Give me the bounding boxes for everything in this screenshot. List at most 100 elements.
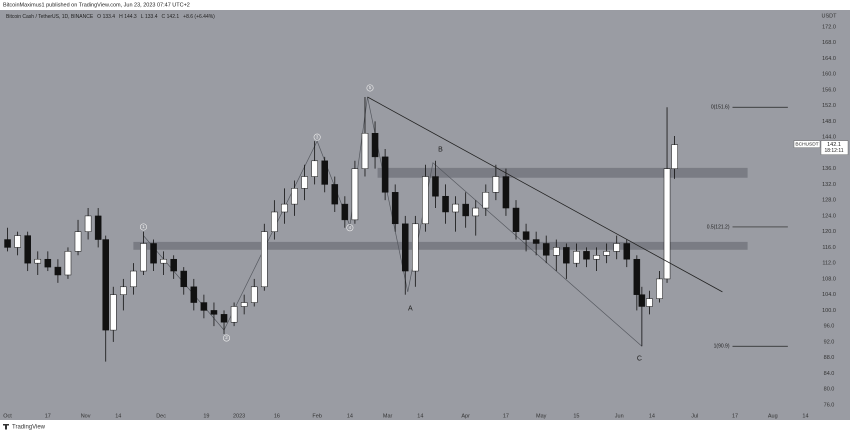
candle-body: [24, 235, 31, 264]
wave-label: 5: [369, 85, 372, 90]
ticker-box: [793, 140, 821, 148]
x-tick-label: May: [536, 413, 547, 419]
wave-label: 1: [142, 224, 145, 229]
candle-body: [14, 235, 21, 248]
y-tick-label: 160.0: [822, 72, 836, 78]
candle-body: [603, 251, 610, 256]
x-tick-label: 14: [802, 413, 808, 419]
y-tick-label: 152.0: [822, 103, 836, 109]
x-tick-label: Mar: [383, 413, 393, 419]
candle-body: [563, 247, 570, 264]
candle-body: [583, 251, 590, 260]
y-tick-label: 92.0: [824, 339, 835, 345]
wave-circle: [223, 334, 231, 342]
candle-body: [381, 156, 389, 193]
y-tick-label: 172.0: [822, 24, 836, 30]
y-tick-label: 128.0: [822, 198, 836, 204]
legend-value: 133.4: [103, 14, 116, 20]
candle-body: [432, 176, 439, 197]
candle-body: [361, 132, 369, 169]
candle-body: [671, 144, 678, 169]
x-tick-label: 15: [573, 413, 579, 419]
x-tick-label: 17: [45, 413, 51, 419]
axis-unit: USDT: [822, 13, 838, 19]
legend: Bitcoin Cash / TetherUS, 1D, BINANCE O 133…: [6, 14, 215, 20]
candle-body: [102, 239, 109, 331]
candle-body: [331, 184, 339, 205]
y-tick-label: 144.0: [822, 135, 836, 141]
candle-body: [532, 239, 540, 244]
candle-body: [663, 168, 671, 280]
candle-body: [522, 231, 530, 240]
candle-body: [230, 306, 238, 323]
candle-body: [422, 176, 429, 225]
candle-body: [240, 302, 248, 307]
legend-label: O: [97, 14, 101, 20]
wave-label: 4: [349, 225, 352, 230]
x-tick-label: 19: [203, 413, 209, 419]
y-tick-label: 84.0: [824, 371, 835, 377]
x-tick-label: 14: [649, 413, 655, 419]
candle-body: [120, 286, 127, 295]
x-tick-label: Feb: [312, 413, 321, 419]
candle-body: [84, 215, 92, 232]
candle-body: [442, 195, 449, 213]
wave-circle: [139, 223, 147, 231]
candle-body: [180, 270, 188, 288]
wave-circle: [313, 133, 321, 141]
candle-body: [512, 207, 520, 232]
legend-value: 133.4: [145, 14, 158, 20]
y-tick-label: 88.0: [824, 355, 835, 361]
candle-body: [200, 302, 208, 311]
y-tick-label: 96.0: [824, 324, 835, 330]
candle-body: [656, 278, 663, 299]
x-tick-label: 17: [503, 413, 509, 419]
candle-body: [94, 215, 102, 240]
candle-body: [452, 203, 459, 213]
candle-body: [472, 207, 480, 217]
candle-body: [412, 223, 419, 272]
x-tick-label: Dec: [156, 413, 166, 419]
candle-body: [291, 188, 298, 205]
x-tick-label: 16: [274, 413, 280, 419]
fib-label: 0.5(121.2): [707, 224, 730, 230]
zone: [133, 241, 748, 250]
candle-body: [623, 243, 631, 260]
candle-body: [74, 231, 82, 252]
x-tick-label: 14: [417, 413, 423, 419]
candle-body: [250, 286, 258, 303]
y-tick-label: 112.0: [822, 261, 835, 267]
candle-body: [633, 258, 641, 295]
candle-body: [542, 243, 550, 256]
legend-value: 142.1: [167, 14, 180, 20]
candle-body: [44, 258, 52, 268]
wave-circle: [346, 224, 354, 232]
legend-symbol: Bitcoin Cash / TetherUS, 1D, BINANCE: [6, 14, 94, 20]
candle-body: [462, 203, 469, 217]
candle-body: [401, 223, 409, 272]
candle-body: [150, 243, 157, 264]
candle-body: [638, 294, 646, 307]
legend-label: C: [162, 14, 166, 20]
candle-body: [54, 266, 62, 276]
wave-label: C: [637, 356, 642, 363]
candle-body: [613, 243, 620, 252]
footer: TradingView: [12, 425, 46, 431]
y-tick-label: 164.0: [822, 56, 836, 62]
legend-change: +8.6 (+6.44%): [183, 14, 215, 20]
x-tick-label: 2023: [233, 413, 245, 419]
candle-body: [482, 192, 490, 209]
wave-label: B: [438, 147, 443, 154]
wave-circle: [366, 84, 374, 92]
x-tick-label: Apr: [461, 413, 470, 419]
candle-body: [311, 160, 318, 177]
y-tick-label: 80.0: [824, 387, 835, 393]
candle-body: [492, 176, 500, 193]
y-tick-label: 104.0: [822, 292, 836, 298]
wave-label: A: [408, 306, 413, 313]
candle-body: [351, 168, 359, 221]
y-tick-label: 168.0: [822, 40, 836, 46]
y-tick-label: 76.0: [824, 402, 835, 408]
legend-value: 144.3: [124, 14, 137, 20]
